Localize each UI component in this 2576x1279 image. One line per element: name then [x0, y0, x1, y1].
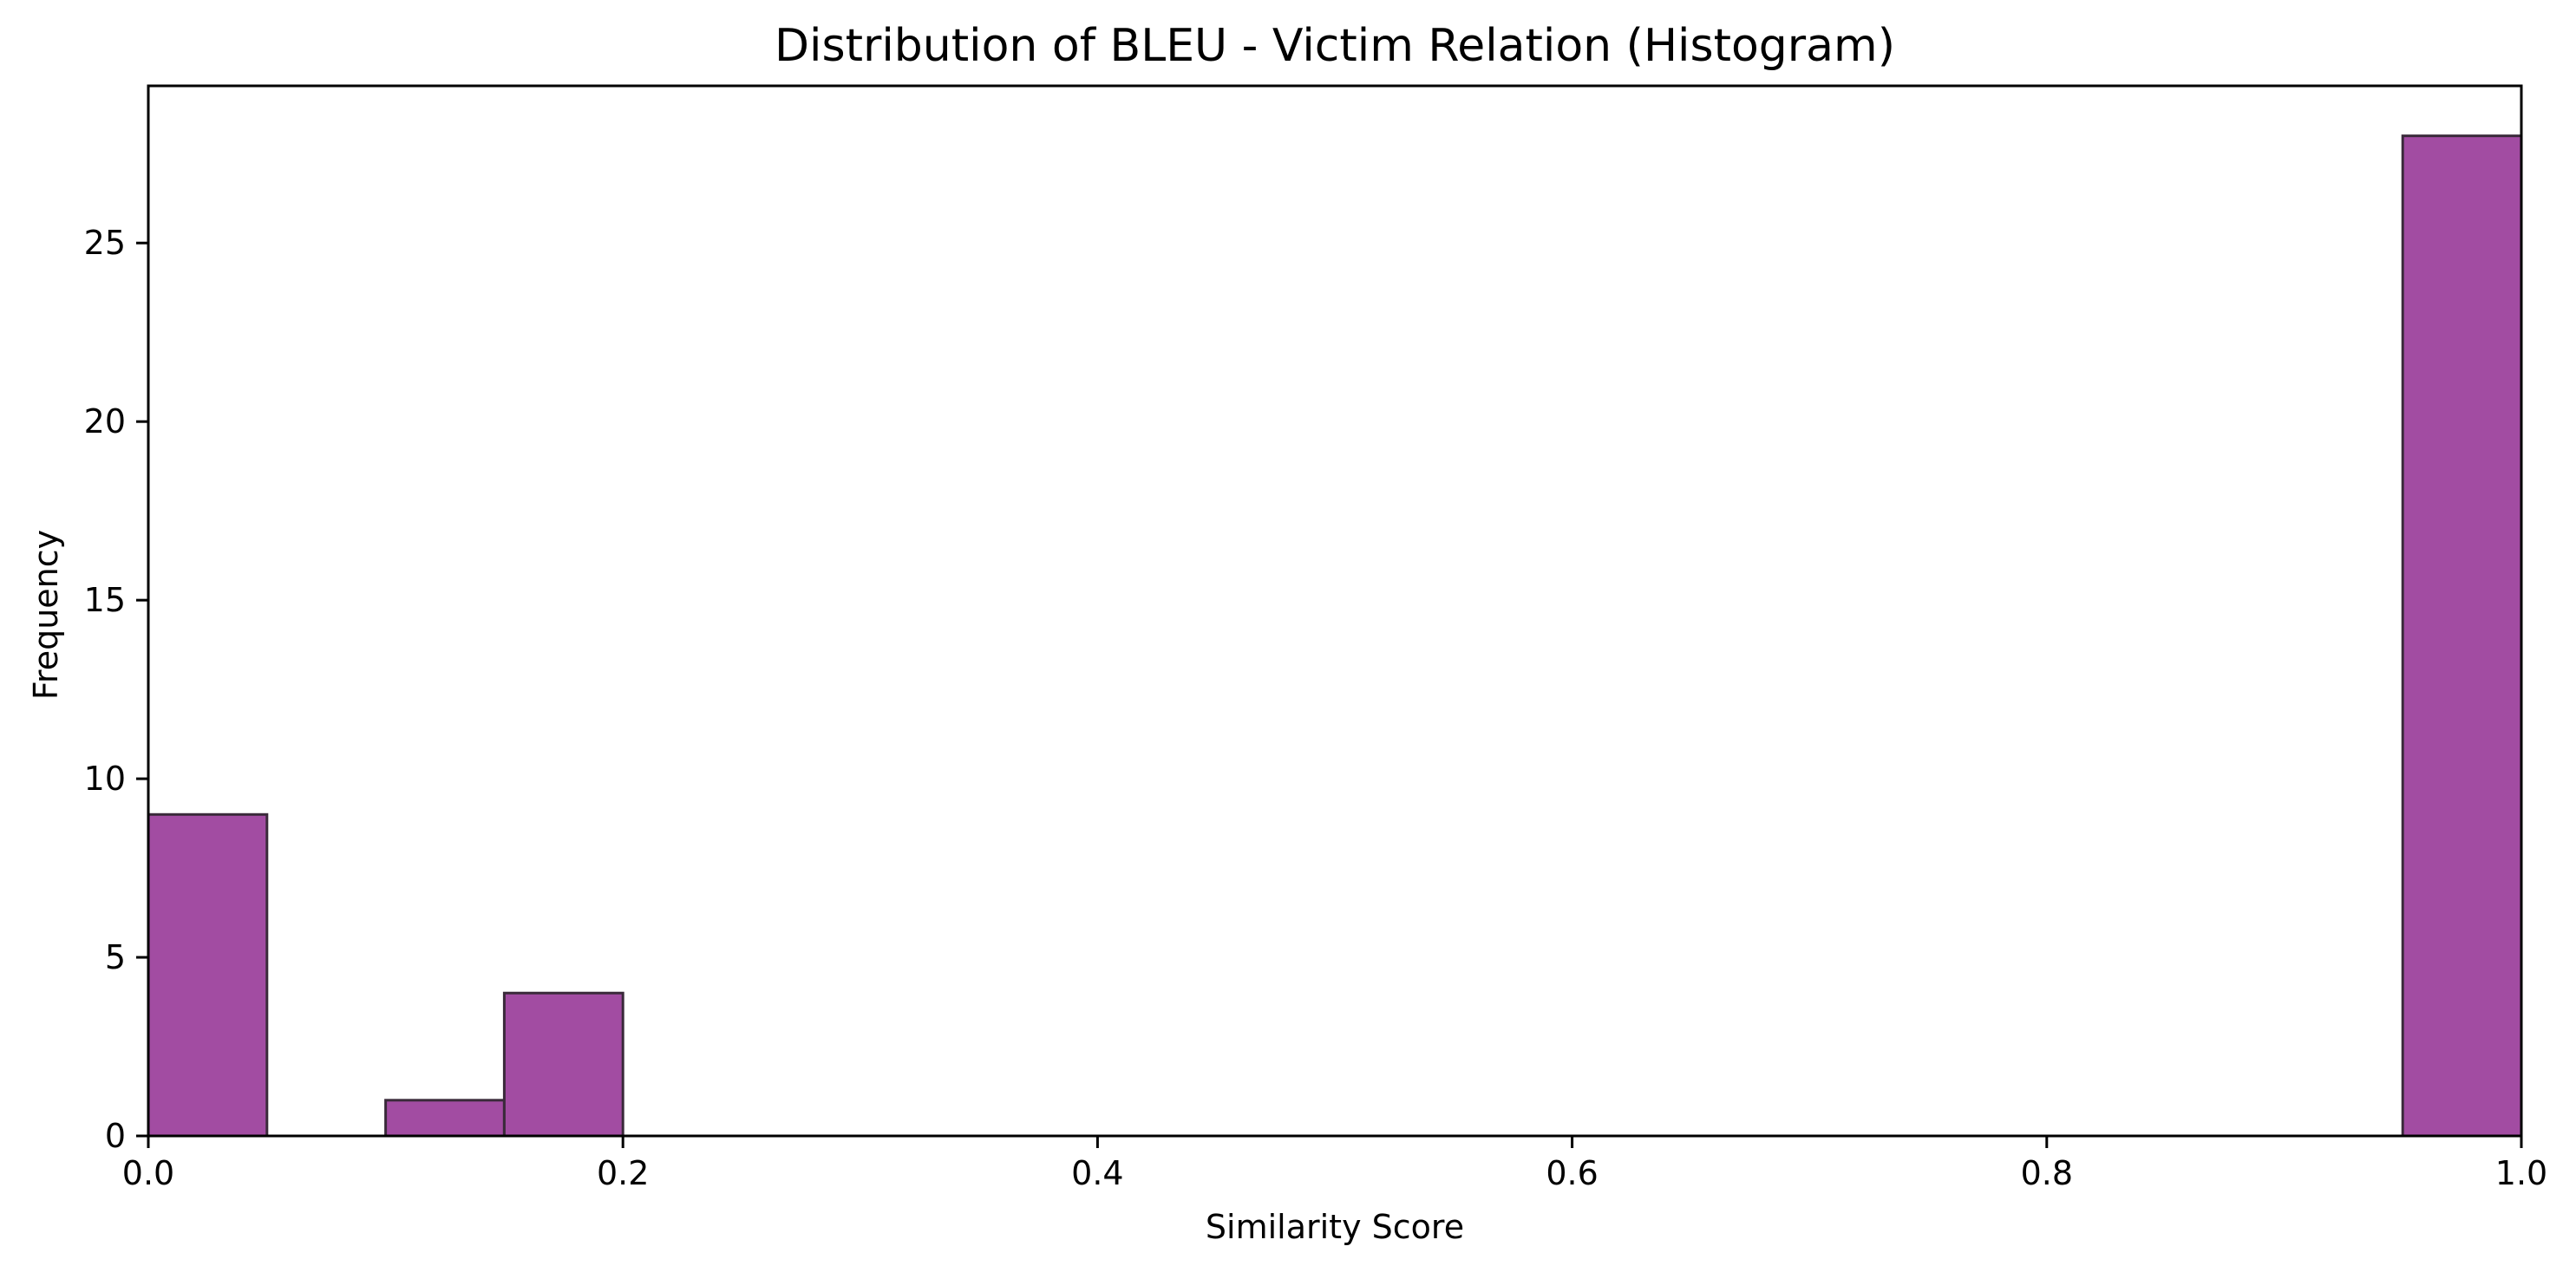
x-tick-label: 0.2 [597, 1154, 649, 1192]
y-tick-label: 5 [105, 938, 126, 976]
chart-title: Distribution of BLEU - Victim Relation (… [775, 20, 1895, 72]
y-axis-label: Frequency [27, 530, 65, 700]
y-ticks-layer: 0 5 10 15 20 25 [84, 224, 148, 1155]
y-tick-label: 20 [84, 402, 126, 440]
x-tick-label: 0.4 [1071, 1154, 1123, 1192]
y-tick-label: 15 [84, 581, 126, 619]
x-ticks-layer: 0.0 0.2 0.4 0.6 0.8 1.0 [122, 1136, 2547, 1192]
y-tick-label: 0 [105, 1117, 126, 1155]
x-tick-label: 0.8 [2021, 1154, 2073, 1192]
y-tick-label: 10 [84, 760, 126, 798]
x-axis-label: Similarity Score [1206, 1208, 1464, 1246]
x-tick-label: 0.6 [1546, 1154, 1598, 1192]
x-tick-label: 0.0 [122, 1154, 174, 1192]
y-tick-label: 25 [84, 224, 126, 262]
histogram-bar [502, 991, 624, 1138]
x-tick-label: 1.0 [2495, 1154, 2547, 1192]
histogram-bar [384, 1099, 506, 1138]
axes-layer [147, 84, 2523, 1138]
bars-layer [147, 134, 2523, 1138]
histogram-bar [2401, 134, 2523, 1138]
plot-frame [147, 84, 2523, 1138]
histogram-bar [147, 812, 269, 1138]
